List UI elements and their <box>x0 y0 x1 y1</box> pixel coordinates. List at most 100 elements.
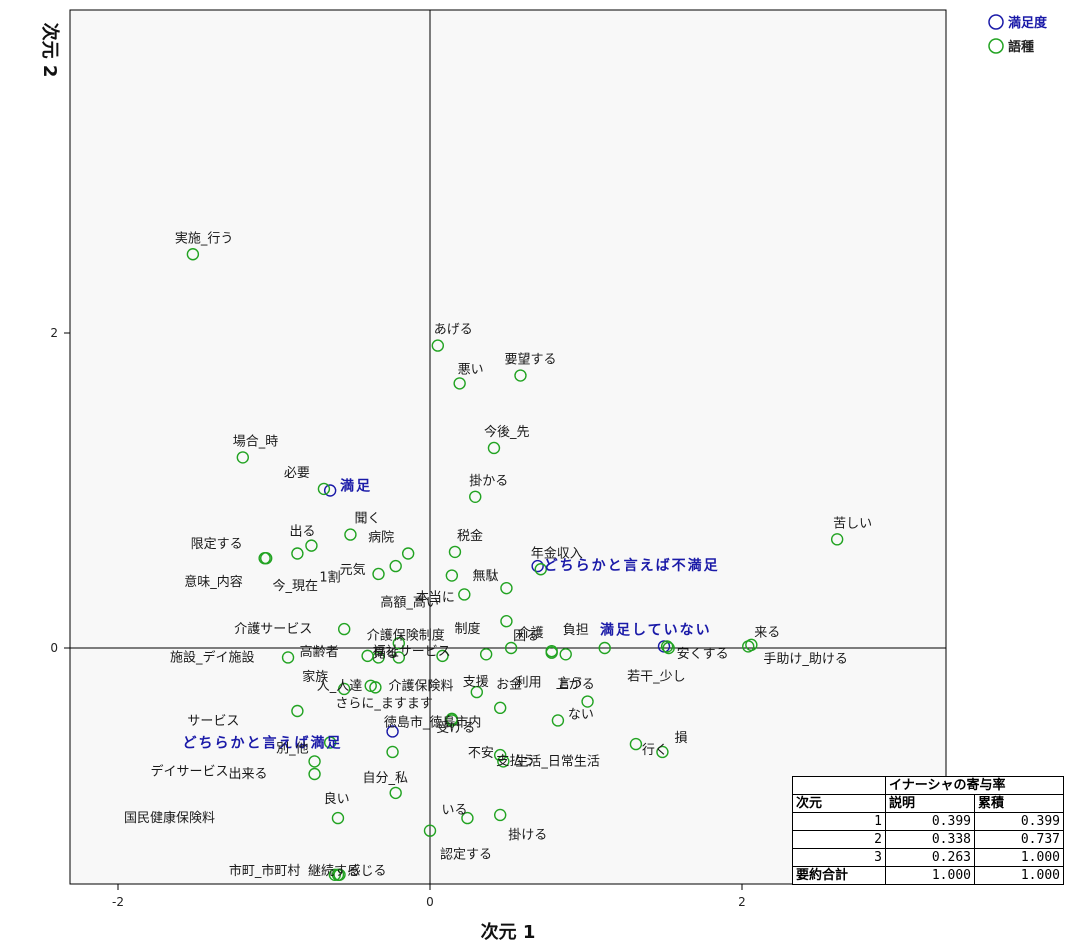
word-point <box>504 641 518 655</box>
word-label: 若干_少し <box>627 668 686 684</box>
word-point <box>236 451 250 464</box>
word-label: 生活_日常生活 <box>515 754 600 769</box>
zero-lines <box>70 10 946 884</box>
word-label: 受ける <box>436 721 475 736</box>
word-label: 場合_時 <box>233 434 279 449</box>
word-point <box>323 736 337 749</box>
word-point <box>494 808 507 822</box>
word-point <box>598 641 611 655</box>
word-label: 本当に <box>416 591 455 606</box>
word-point <box>386 745 399 759</box>
word-point <box>338 682 351 696</box>
word-label: 要望する <box>504 352 556 368</box>
word-label: 介護サービス <box>234 621 312 637</box>
word-label: 別_他 <box>276 742 309 757</box>
word-label: 介護保険制度 <box>367 627 445 643</box>
word-label: 制度 <box>454 621 480 637</box>
word-label: いる <box>441 803 467 818</box>
total-label: 要約合計 <box>792 866 886 885</box>
word-label: 元気 <box>340 562 366 578</box>
word-label: ない <box>568 707 594 722</box>
explain-cell: 0.399 <box>885 812 975 831</box>
x-tick-label: 0 <box>426 895 434 909</box>
x-tick-label: -2 <box>112 895 124 909</box>
y-axis-title: 次元 2 <box>39 23 61 78</box>
explain-cell: 0.263 <box>885 848 975 867</box>
word-point <box>745 638 758 652</box>
satisfaction-label: どちらかと言えば満足 <box>183 734 343 751</box>
table-row: 要約合計 1.000 1.000 <box>792 866 1064 885</box>
word-label: 今後_先 <box>484 424 530 440</box>
total-cumulative-cell: 1.000 <box>974 866 1064 885</box>
inertia-table: イナーシャの寄与率 次元 説明 累積 1 0.399 0.399 2 0.338… <box>792 776 1064 885</box>
satisfaction-label: どちらかと言えば不満足 <box>544 557 720 574</box>
word-label: 高齢者 <box>300 644 339 660</box>
word-point <box>186 248 200 261</box>
satisfaction-label: 満足 <box>340 478 372 495</box>
word-point <box>369 681 382 694</box>
word-label: 良い <box>324 791 350 807</box>
word-point <box>656 745 669 759</box>
word-point <box>545 646 558 659</box>
word-point <box>328 868 342 881</box>
legend: 満足度 語種 <box>988 14 1048 55</box>
word-label: 支払う <box>496 754 535 769</box>
cumulative-cell: 0.737 <box>974 830 1064 849</box>
word-label: 1割 <box>319 570 340 586</box>
word-label: 実施_行う <box>175 230 234 246</box>
word-label: お金 <box>496 676 522 692</box>
word-label: 苦しい <box>833 515 872 531</box>
word-point <box>551 714 565 727</box>
word-point <box>260 552 273 565</box>
word-point <box>448 545 462 559</box>
word-label: デイサービス <box>151 763 229 779</box>
word-label: 家族 <box>302 669 328 685</box>
word-point <box>308 755 321 768</box>
word-label: 税金 <box>457 528 483 544</box>
word-label: 手助け_助ける <box>763 652 848 667</box>
word-point <box>494 701 507 715</box>
word-label: 介護 <box>518 625 544 641</box>
table-row: 次元 説明 累積 <box>792 794 1064 813</box>
word-point <box>453 377 466 390</box>
word-label: 悪い <box>458 362 484 377</box>
word-point <box>308 767 321 781</box>
word-point <box>423 824 437 837</box>
cumulative-cell: 1.000 <box>974 848 1064 867</box>
word-label: 聞く <box>354 512 380 527</box>
word-label: 施設_デイ施設 <box>170 649 255 665</box>
legend-marker-satisfaction <box>988 14 1004 30</box>
word-label: 上がる <box>556 677 595 692</box>
word-label: 継続する <box>308 864 360 879</box>
dim-cell: 2 <box>792 830 886 849</box>
word-point <box>291 704 304 718</box>
word-point <box>338 622 351 636</box>
word-point <box>662 641 675 655</box>
word-label: 見る <box>373 646 399 661</box>
word-point <box>458 588 471 601</box>
dim-cell: 1 <box>792 812 886 831</box>
word-label: 掛かる <box>469 474 508 489</box>
word-label: さらに_ますます <box>335 696 433 711</box>
plot-area <box>69 9 947 885</box>
word-point <box>401 547 415 560</box>
word-label: 介護保険料 <box>388 678 453 694</box>
satisfaction-point <box>323 484 337 497</box>
table-cell <box>792 776 886 795</box>
word-point <box>629 737 643 751</box>
word-label: 来る <box>754 625 780 640</box>
word-point <box>500 581 513 595</box>
word-point <box>830 533 844 546</box>
word-label: 支援 <box>463 675 489 690</box>
word-label: 認定する <box>440 847 492 863</box>
word-label: 年金収入 <box>531 545 583 561</box>
word-label: 意味_内容 <box>184 574 243 590</box>
x-axis-title: 次元 1 <box>481 921 536 943</box>
word-label: 困る <box>513 629 539 644</box>
word-label: 高額_高い <box>380 594 439 610</box>
col-dim-header: 次元 <box>792 794 886 813</box>
table-row: 1 0.399 0.399 <box>792 812 1064 831</box>
word-point <box>331 811 345 825</box>
